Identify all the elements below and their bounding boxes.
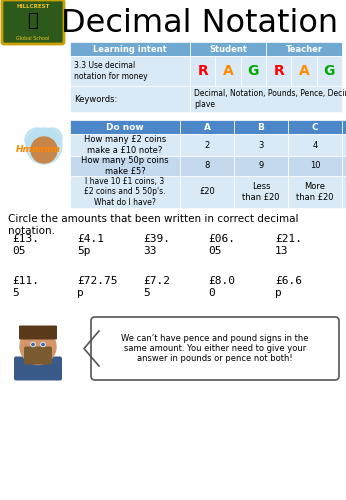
Text: R: R (273, 64, 284, 78)
FancyBboxPatch shape (180, 134, 234, 156)
Text: 10: 10 (310, 162, 320, 170)
Text: £11.
5: £11. 5 (12, 276, 39, 297)
FancyBboxPatch shape (266, 56, 291, 86)
Text: Do now: Do now (106, 122, 144, 132)
FancyBboxPatch shape (288, 120, 342, 134)
FancyBboxPatch shape (190, 42, 266, 56)
FancyBboxPatch shape (342, 156, 346, 176)
Text: More
than £20: More than £20 (296, 182, 334, 202)
Text: £06.
05: £06. 05 (208, 234, 235, 256)
Text: Keywords:: Keywords: (74, 94, 117, 104)
FancyBboxPatch shape (70, 120, 180, 134)
Text: 8: 8 (204, 162, 210, 170)
FancyBboxPatch shape (291, 56, 317, 86)
Text: I have 10 £1 coins, 3
£2 coins and 5 50p's.
What do I have?: I have 10 £1 coins, 3 £2 coins and 5 50p… (84, 177, 166, 207)
Circle shape (26, 128, 62, 164)
Text: R: R (197, 64, 208, 78)
Circle shape (32, 344, 34, 345)
FancyBboxPatch shape (19, 326, 57, 340)
FancyBboxPatch shape (70, 56, 190, 86)
FancyBboxPatch shape (288, 134, 342, 156)
Text: How many £2 coins
make a £10 note?: How many £2 coins make a £10 note? (84, 136, 166, 154)
Text: Decimal Notation: Decimal Notation (62, 8, 339, 38)
Text: 4: 4 (312, 140, 318, 149)
Text: How many 50p coins
make £5?: How many 50p coins make £5? (81, 156, 169, 176)
FancyBboxPatch shape (241, 56, 266, 86)
Text: A: A (222, 64, 233, 78)
Text: Teacher: Teacher (285, 44, 322, 54)
FancyBboxPatch shape (317, 56, 342, 86)
Text: £21.
13: £21. 13 (275, 234, 302, 256)
Text: £72.75
p: £72.75 p (77, 276, 118, 297)
Circle shape (41, 342, 45, 346)
FancyBboxPatch shape (342, 134, 346, 156)
Circle shape (25, 128, 49, 152)
Text: £39.
33: £39. 33 (143, 234, 170, 256)
FancyBboxPatch shape (190, 86, 342, 112)
FancyBboxPatch shape (24, 346, 52, 364)
FancyBboxPatch shape (288, 156, 342, 176)
FancyBboxPatch shape (266, 42, 342, 56)
FancyBboxPatch shape (70, 42, 190, 56)
Text: G: G (324, 64, 335, 78)
FancyBboxPatch shape (234, 156, 288, 176)
Text: We can’t have pence and pound signs in the
same amount. You either need to give : We can’t have pence and pound signs in t… (121, 334, 309, 364)
Text: £6.6
p: £6.6 p (275, 276, 302, 297)
FancyBboxPatch shape (180, 176, 234, 208)
FancyBboxPatch shape (180, 156, 234, 176)
Polygon shape (84, 331, 99, 366)
FancyBboxPatch shape (70, 134, 180, 156)
Text: 3: 3 (258, 140, 264, 149)
FancyBboxPatch shape (234, 120, 288, 134)
Text: Global School: Global School (16, 36, 50, 41)
Text: A: A (203, 122, 210, 132)
FancyBboxPatch shape (70, 86, 190, 112)
Text: 2: 2 (204, 140, 210, 149)
Text: £13.
05: £13. 05 (12, 234, 39, 256)
Text: B: B (257, 122, 264, 132)
Text: Learning intent: Learning intent (93, 44, 167, 54)
Text: £7.2
5: £7.2 5 (143, 276, 170, 297)
Text: Decimal, Notation, Pounds, Pence, Decimals
plave: Decimal, Notation, Pounds, Pence, Decima… (194, 90, 346, 108)
Text: Student: Student (209, 44, 247, 54)
FancyBboxPatch shape (91, 317, 339, 380)
FancyBboxPatch shape (288, 176, 342, 208)
Circle shape (42, 344, 44, 345)
Text: 9: 9 (258, 162, 264, 170)
Text: Less
than £20: Less than £20 (242, 182, 280, 202)
FancyBboxPatch shape (14, 356, 62, 380)
FancyBboxPatch shape (215, 56, 241, 86)
FancyBboxPatch shape (342, 120, 346, 134)
Circle shape (31, 137, 57, 163)
Text: 3.3 Use decimal
notation for money: 3.3 Use decimal notation for money (74, 62, 148, 80)
FancyBboxPatch shape (190, 56, 215, 86)
FancyBboxPatch shape (2, 0, 64, 44)
Text: A: A (299, 64, 309, 78)
Circle shape (42, 128, 62, 148)
Text: £4.1
5p: £4.1 5p (77, 234, 104, 256)
Text: £8.0
0: £8.0 0 (208, 276, 235, 297)
FancyBboxPatch shape (70, 156, 180, 176)
Circle shape (20, 328, 56, 364)
FancyBboxPatch shape (342, 176, 346, 208)
Text: G: G (248, 64, 259, 78)
Text: Hmmmm: Hmmmm (16, 145, 61, 154)
FancyBboxPatch shape (180, 120, 234, 134)
Text: C: C (312, 122, 318, 132)
FancyBboxPatch shape (70, 176, 180, 208)
Text: Circle the amounts that been written in correct decimal
notation.: Circle the amounts that been written in … (8, 214, 299, 236)
Text: 🌳: 🌳 (28, 12, 38, 30)
FancyBboxPatch shape (234, 176, 288, 208)
Text: HILLCREST: HILLCREST (16, 4, 50, 8)
Text: £20: £20 (199, 188, 215, 196)
FancyBboxPatch shape (234, 134, 288, 156)
Circle shape (31, 342, 35, 346)
